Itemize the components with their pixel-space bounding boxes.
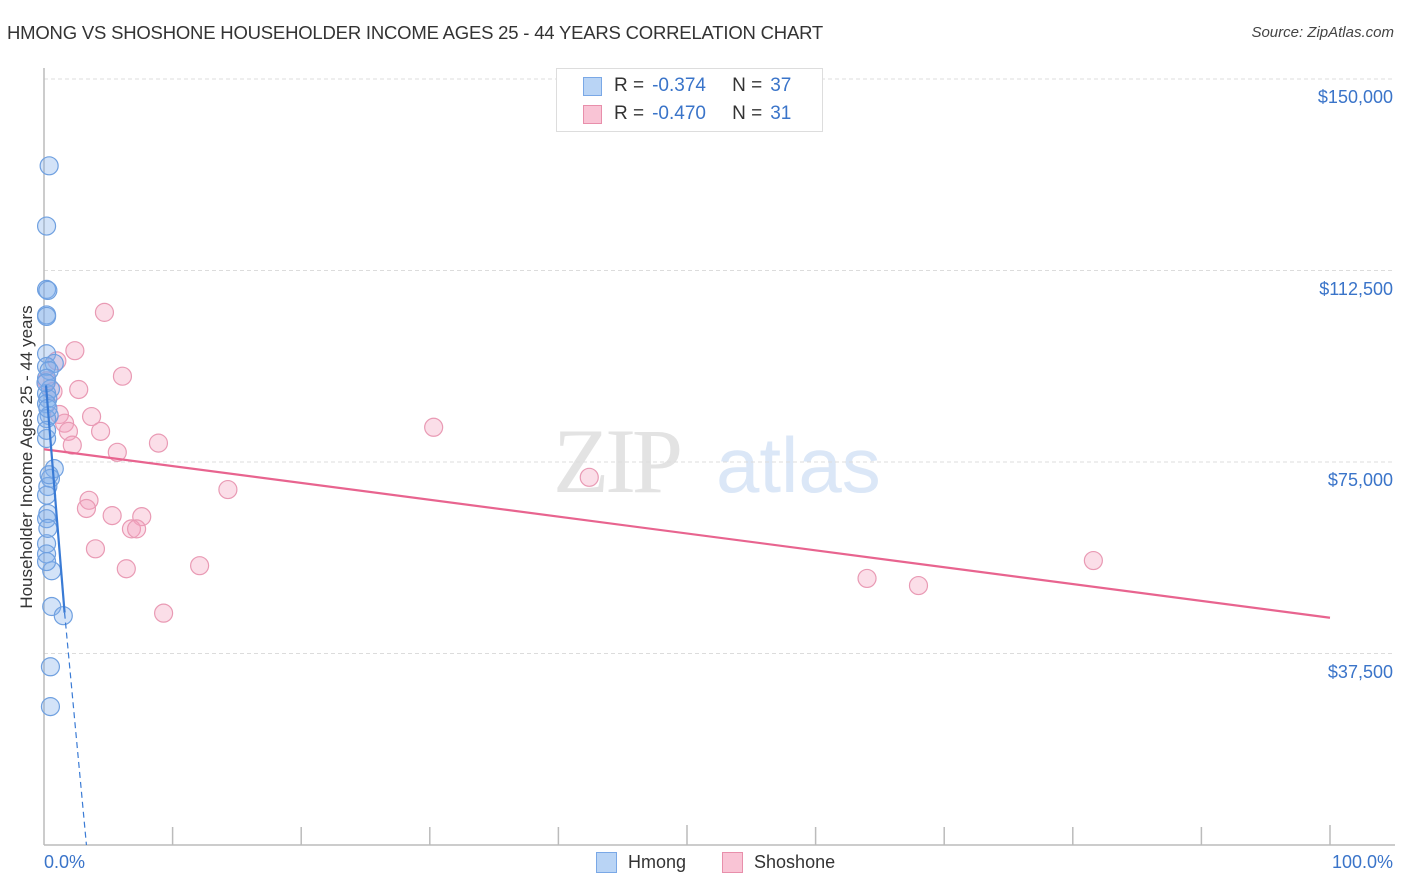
series-shoshone [36,302,1103,623]
n-value: 37 [770,75,792,96]
n-label: N = [732,75,763,96]
hmong-legend-icon [596,852,617,873]
r-value: -0.470 [652,103,706,124]
chart-title: HMONG VS SHOSHONE HOUSEHOLDER INCOME AGE… [7,22,824,43]
source-label: Source: ZipAtlas.com [1251,24,1394,41]
axes [43,68,1395,846]
r-value: -0.374 [652,75,706,96]
x-axis-max-label: 100.0% [1331,852,1393,872]
y-tick-label: $37,500 [1327,661,1393,682]
r-label: R = [614,103,645,124]
y-tick-label: $75,000 [1327,470,1393,490]
legend-label: Shoshone [754,852,836,872]
legend-item-shoshone[interactable]: Shoshone [722,852,835,873]
watermark-atlas: atlas [716,421,881,509]
series-legend: Hmong Shoshone [596,852,871,873]
y-axis-title: Householder Income Ages 25 - 44 years [17,305,36,609]
trendlines [43,385,1331,846]
y-tick-label: $150,000 [1317,87,1393,107]
shoshone-swatch-icon [583,104,602,124]
legend-row-shoshone: R = -0.470 N = 31 [583,103,791,125]
legend-row-hmong: R = -0.374 N = 37 [583,75,791,97]
n-value: 31 [770,103,792,124]
series-hmong [36,156,73,717]
legend-item-hmong[interactable]: Hmong [596,852,686,873]
y-tick-label: $112,500 [1319,278,1393,299]
r-label: R = [614,75,645,96]
hmong-swatch-icon [583,76,602,96]
watermark-zip: ZIP [553,410,683,512]
correlation-legend: R = -0.374 N = 37 R = -0.470 N = 31 [556,68,823,132]
x-axis-min-label: 0.0% [44,852,86,872]
shoshone-legend-icon [722,852,744,873]
gridlines [44,78,1395,654]
legend-label: Hmong [628,852,687,872]
n-label: N = [732,103,763,124]
